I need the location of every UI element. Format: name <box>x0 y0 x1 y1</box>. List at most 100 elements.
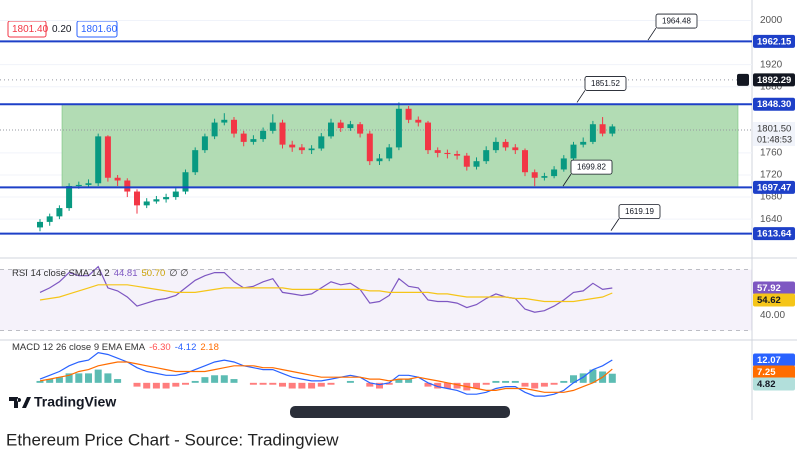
quote-box[interactable] <box>7 20 47 38</box>
histogram-bar <box>434 382 442 389</box>
quote-value: 1801.60 <box>81 24 118 35</box>
histogram-bar <box>211 375 219 383</box>
histogram-bar <box>201 377 209 383</box>
candle-body <box>492 141 499 151</box>
candle-body <box>172 191 179 198</box>
histogram-bar <box>279 382 286 387</box>
histogram-bar <box>36 380 44 383</box>
quote-value: 1801.40 <box>12 24 49 35</box>
histogram-bar <box>570 375 577 383</box>
candle-body <box>192 150 199 173</box>
indicator-title: MACD 12 26 close 9 EMA EMA <box>12 342 146 353</box>
candle-body <box>531 172 538 178</box>
candle-body <box>454 154 461 156</box>
histogram-bar <box>65 373 73 383</box>
histogram-bar <box>473 382 480 389</box>
histogram-bar <box>482 382 490 385</box>
candle-body <box>66 186 73 209</box>
last-price-label: 1801.50 <box>757 124 791 135</box>
callout-box <box>584 76 627 91</box>
histogram-bar <box>133 382 141 387</box>
candle-body <box>609 126 616 134</box>
histogram-bar <box>608 373 616 383</box>
candle-body <box>37 221 43 228</box>
histogram-bar <box>531 382 539 389</box>
histogram-bar <box>249 382 257 385</box>
countdown: 01:48:53 <box>757 134 792 144</box>
candle-body <box>560 158 567 170</box>
indicator-line <box>39 265 613 313</box>
histogram-bar <box>511 380 519 383</box>
candle-body <box>589 124 596 142</box>
candle-body <box>512 147 519 151</box>
level-label-bg <box>753 180 795 194</box>
candle-body <box>153 199 160 202</box>
histogram-bar <box>298 382 306 389</box>
histogram-bar <box>550 382 558 385</box>
level-label: 1962.15 <box>757 36 792 47</box>
last-value-label-bg <box>753 377 795 391</box>
level-label: 1848.30 <box>757 99 791 110</box>
brand-logo: TradingView <box>9 394 116 410</box>
marker-label-bg <box>753 73 795 87</box>
y-tick-label: 1640 <box>760 214 783 225</box>
rsi-band <box>0 269 752 331</box>
logo-icon <box>9 397 31 408</box>
level-label-bg <box>753 34 795 48</box>
histogram-bar <box>230 379 238 383</box>
histogram-bar <box>560 380 568 383</box>
histogram-bar <box>55 377 63 383</box>
candle-body <box>318 136 325 149</box>
candle-body <box>104 136 111 178</box>
marker-icon <box>737 73 749 86</box>
candle-body <box>231 119 237 134</box>
last-value-label-bg <box>753 353 795 367</box>
candle-body <box>250 139 257 142</box>
histogram-bar <box>492 380 500 383</box>
indicator-legend: RSI 14 close SMA 14 2 44.81 50.70 ∅ ∅ <box>12 268 188 279</box>
scrollbar[interactable] <box>290 406 510 418</box>
callout-label: 1699.82 <box>577 163 606 172</box>
histogram-bar <box>453 382 461 389</box>
histogram-bar <box>162 382 170 389</box>
legend-value: 50.70 <box>141 268 165 279</box>
last-value-label: 4.82 <box>757 379 776 390</box>
caption: Ethereum Price Chart - Source: Tradingvi… <box>6 430 339 449</box>
histogram-bar <box>317 382 325 387</box>
candle-body <box>85 183 92 185</box>
candle-body <box>240 133 247 142</box>
candle-body <box>551 169 558 177</box>
candle-body <box>124 180 131 192</box>
legend-extra: ∅ ∅ <box>169 268 188 279</box>
y-tick-label: 1760 <box>760 148 783 159</box>
quote-box[interactable] <box>76 20 118 38</box>
callout-box <box>570 159 613 175</box>
histogram-bar <box>85 373 92 383</box>
histogram-bar <box>366 382 374 387</box>
candle-body <box>221 119 228 123</box>
histogram-bar <box>114 379 122 383</box>
histogram-bar <box>269 382 277 385</box>
callout-label: 1851.52 <box>591 79 620 88</box>
level-label: 1613.64 <box>757 229 792 240</box>
histogram-bar <box>75 373 83 383</box>
histogram-bar <box>308 382 316 389</box>
plot-layer: 1801.40 0.20 1801.60 1640 1680 1720 1760 1880 19… <box>0 13 795 397</box>
candle-body <box>541 176 548 178</box>
candle-body <box>46 216 53 222</box>
callout-leader <box>647 27 657 41</box>
histogram-bar <box>424 382 432 387</box>
candle-body <box>308 148 315 151</box>
quote-value: 0.20 <box>52 24 72 35</box>
candle-body <box>279 122 286 145</box>
y-tick-label: 1920 <box>760 59 783 70</box>
candle-body <box>415 119 422 123</box>
candle-body <box>211 122 218 137</box>
histogram-bar <box>443 382 451 389</box>
histogram-bar <box>589 369 597 383</box>
indicator-line <box>39 351 613 397</box>
last-value-label: 54.62 <box>757 295 781 306</box>
histogram-bar <box>143 382 151 389</box>
y-tick-label: 1880 <box>760 81 783 92</box>
